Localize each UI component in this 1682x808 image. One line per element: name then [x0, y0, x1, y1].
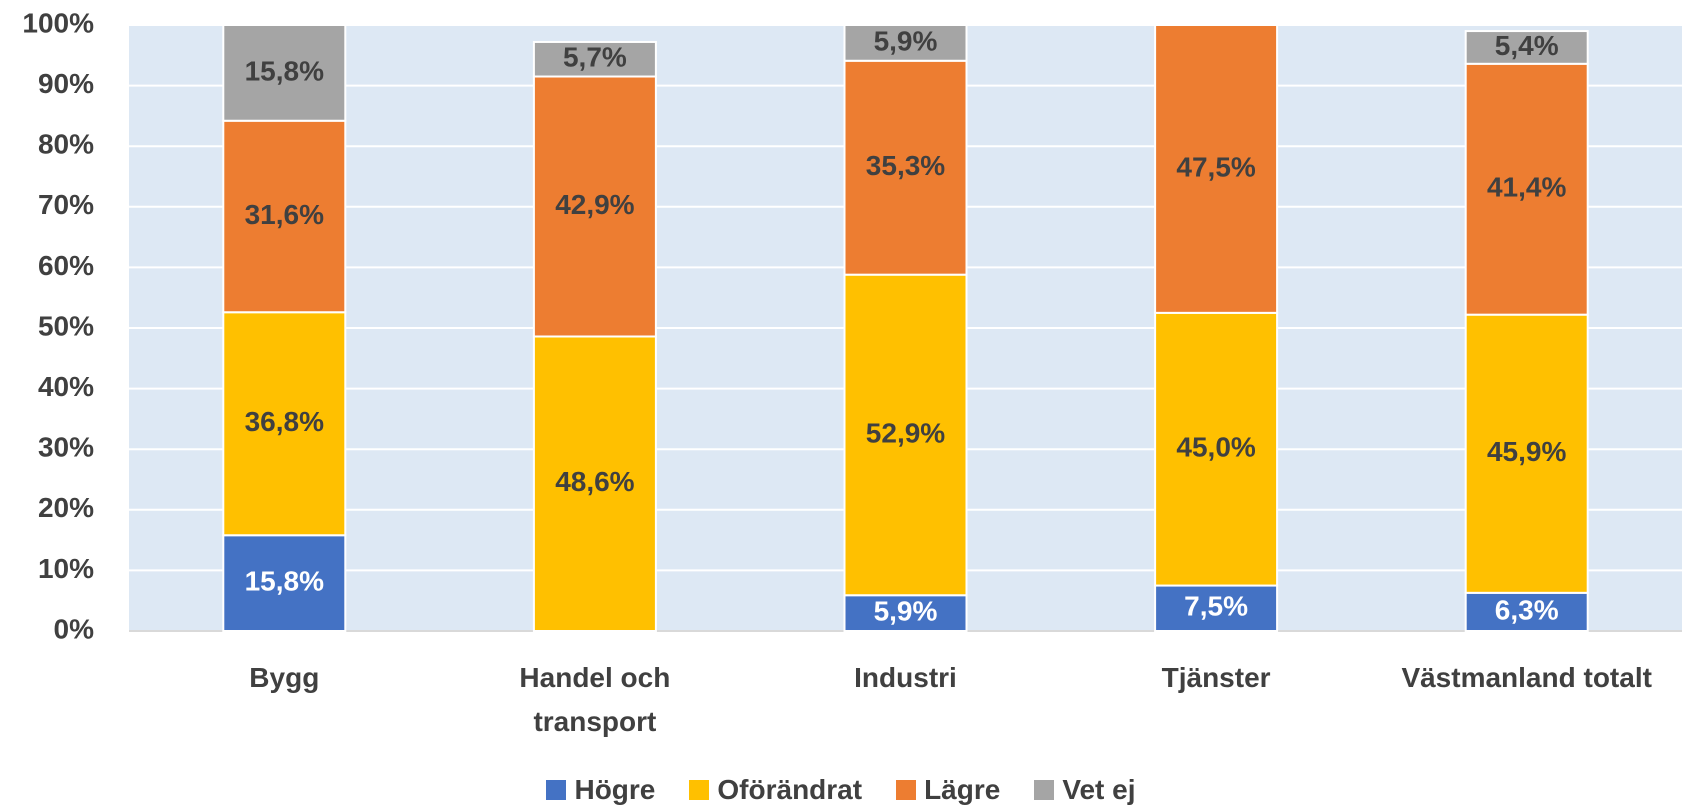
bar-segment [222, 534, 347, 633]
legend-label: Oförändrat [717, 774, 863, 805]
legend-swatch [896, 780, 917, 800]
x-tick-label: Tjänster [1161, 662, 1271, 693]
data-label: 42,9% [555, 189, 634, 220]
legend-swatch [689, 780, 710, 800]
y-tick-label: 0% [54, 613, 95, 644]
legend-label: Högre [574, 774, 656, 805]
y-tick-label: 80% [38, 129, 94, 160]
x-tick-label: Industri [854, 662, 957, 693]
y-tick-label: 40% [38, 371, 94, 402]
data-label: 5,4% [1495, 30, 1559, 61]
bar-segment [222, 119, 347, 314]
data-label: 5,9% [874, 596, 938, 627]
x-tick-label: Handel och transport [519, 662, 671, 737]
legend-item: Oförändrat [689, 774, 862, 806]
legend-label: Vet ej [1062, 774, 1136, 805]
data-label: 48,6% [555, 466, 634, 497]
bar-segment [532, 75, 657, 338]
y-tick-label: 100% [22, 7, 94, 38]
bar-segment [1464, 30, 1589, 65]
bar-segment [532, 335, 657, 632]
bar-segment [843, 59, 968, 276]
bar-segment [843, 273, 968, 597]
legend: Högre Oförändrat Lägre Vet ej [0, 774, 1682, 806]
bar-segment [1154, 24, 1279, 314]
legend-item: Lägre [896, 774, 1000, 806]
bar-segment [843, 24, 968, 62]
bar-segment [222, 24, 347, 122]
bar-segment [1464, 313, 1589, 594]
data-label: 6,3% [1495, 594, 1559, 625]
legend-swatch [546, 780, 567, 800]
bar-segment [1154, 311, 1279, 587]
y-tick-label: 70% [38, 189, 94, 220]
y-tick-label: 20% [38, 492, 94, 523]
y-tick-label: 60% [38, 250, 94, 281]
data-label: 36,8% [245, 406, 324, 437]
bar-segment [532, 40, 657, 78]
data-label: 15,8% [245, 55, 324, 86]
legend-swatch [1034, 780, 1055, 800]
data-label: 31,6% [245, 199, 324, 230]
y-tick-label: 50% [38, 310, 94, 341]
data-label: 52,9% [866, 417, 945, 448]
data-label: 15,8% [245, 566, 324, 597]
data-label: 45,9% [1487, 436, 1566, 467]
legend-item: Vet ej [1034, 774, 1136, 806]
data-label: 41,4% [1487, 172, 1566, 203]
legend-item: Högre [546, 774, 655, 806]
x-tick-label: Västmanland totalt [1401, 662, 1652, 693]
data-label: 5,9% [874, 25, 938, 56]
data-label: 5,7% [563, 42, 627, 73]
y-tick-label: 10% [38, 553, 94, 584]
legend-label: Lägre [924, 774, 1001, 805]
x-tick-label: Bygg [249, 662, 320, 693]
bar-segment [222, 311, 347, 537]
y-tick-label: 30% [38, 432, 94, 463]
data-label: 35,3% [866, 150, 945, 181]
y-tick-label: 90% [38, 68, 94, 99]
data-label: 47,5% [1176, 151, 1255, 182]
data-label: 7,5% [1184, 591, 1248, 622]
data-label: 45,0% [1176, 432, 1255, 463]
